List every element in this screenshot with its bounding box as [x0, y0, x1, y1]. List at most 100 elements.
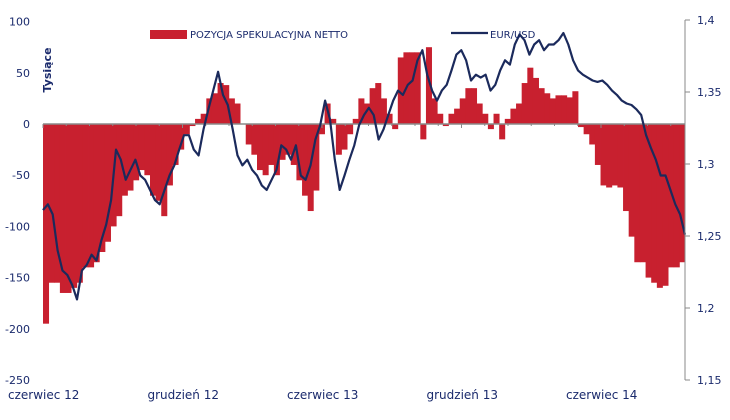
bar	[178, 124, 185, 150]
x-axis-tick-marks	[42, 124, 672, 128]
x-tick-label: czerwiec 14	[566, 388, 637, 402]
left-axis-tick-labels: 100 50 0 -50 -100 -150 -200 -250	[5, 16, 30, 387]
y2-tick-label: 1,15	[697, 374, 722, 387]
bar	[493, 113, 500, 124]
bar	[448, 113, 455, 124]
bar	[217, 83, 224, 124]
bar	[566, 97, 573, 124]
bar	[285, 124, 292, 155]
bar	[397, 57, 404, 124]
y2-tick-label: 1,3	[697, 158, 715, 171]
bar	[138, 124, 145, 171]
right-axis-tick-labels: 1,4 1,35 1,3 1,25 1,2 1,15	[685, 14, 722, 387]
bar	[352, 118, 359, 124]
bar	[228, 98, 235, 124]
bar	[589, 124, 596, 145]
bar	[155, 124, 162, 201]
bar	[471, 88, 478, 124]
bar	[313, 124, 320, 191]
bar	[504, 118, 511, 124]
bar	[127, 124, 134, 191]
bar	[341, 124, 348, 150]
bar	[634, 124, 641, 263]
bar	[628, 124, 635, 237]
bar	[668, 124, 675, 268]
bar	[195, 118, 202, 124]
bar	[234, 103, 241, 124]
bar	[431, 98, 438, 124]
y2-tick-label: 1,35	[697, 86, 722, 99]
bar	[583, 124, 590, 135]
bar	[296, 124, 303, 181]
x-tick-label: grudzień 13	[427, 388, 498, 402]
bar	[268, 124, 275, 165]
bar	[386, 113, 393, 124]
bar	[290, 124, 297, 165]
bar	[302, 124, 309, 196]
bar	[611, 124, 618, 186]
bar	[679, 124, 686, 263]
bar	[555, 95, 562, 124]
bar	[347, 124, 354, 135]
bar	[88, 124, 95, 268]
x-tick-label: czerwiec 12	[8, 388, 79, 402]
bar	[538, 88, 545, 124]
bar	[76, 124, 83, 283]
bar-series-net-speculative-position	[43, 47, 686, 324]
y2-tick-label: 1,25	[697, 230, 722, 243]
bar	[527, 67, 534, 124]
bar	[262, 124, 269, 176]
bar	[121, 124, 128, 196]
bar	[364, 103, 371, 124]
bar	[651, 124, 658, 283]
bar	[82, 124, 89, 268]
x-axis-tick-labels: czerwiec 12 grudzień 12 czerwiec 13 grudzie…	[8, 388, 637, 402]
bar	[279, 124, 286, 160]
bar	[273, 124, 280, 176]
bar	[499, 124, 506, 140]
legend-label-eur-usd: EUR/USD	[490, 30, 536, 41]
bar	[54, 124, 61, 283]
y-tick-label: -250	[5, 374, 30, 387]
x-tick-label: grudzień 12	[148, 388, 219, 402]
bar	[662, 124, 669, 286]
bar	[375, 83, 382, 124]
bar	[99, 124, 106, 252]
bar	[150, 124, 157, 196]
bar	[454, 108, 461, 124]
bar	[392, 124, 399, 130]
bar	[172, 124, 179, 165]
y-tick-label: 100	[9, 16, 30, 29]
x-tick-label: czerwiec 13	[287, 388, 358, 402]
bar	[482, 113, 489, 124]
y-tick-label: -200	[5, 323, 30, 336]
bar	[425, 47, 432, 125]
bar	[369, 88, 376, 124]
bar	[623, 124, 630, 212]
bar	[409, 52, 416, 124]
bar	[183, 124, 190, 135]
bar	[93, 124, 100, 263]
y-tick-label: -100	[5, 220, 30, 233]
bar	[166, 124, 173, 186]
bar	[549, 98, 556, 124]
bar	[510, 108, 517, 124]
bar	[48, 124, 55, 283]
bar	[465, 88, 472, 124]
y-tick-label: 50	[16, 67, 30, 80]
bar	[104, 124, 111, 242]
bar	[639, 124, 646, 263]
y-tick-label: -50	[12, 169, 30, 182]
bar	[144, 124, 151, 176]
bar	[318, 124, 325, 135]
bar	[594, 124, 601, 165]
bar	[161, 124, 168, 217]
bar	[358, 98, 365, 124]
bar	[335, 124, 342, 155]
bar	[561, 95, 568, 124]
bar	[645, 124, 652, 278]
bar	[200, 113, 207, 124]
bar	[211, 93, 218, 124]
bar	[223, 85, 230, 124]
